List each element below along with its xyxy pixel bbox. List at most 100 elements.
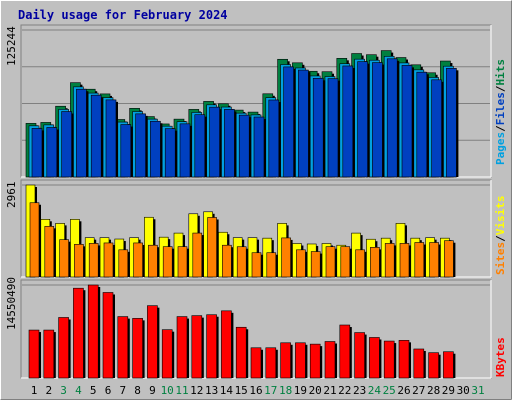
x-tick-label-5: 5 (90, 384, 97, 397)
bar-sites-2 (44, 226, 55, 278)
bar-pages-25 (386, 58, 398, 178)
legend-part: / (494, 85, 507, 92)
y-max-label-visits: 2961 (5, 182, 18, 209)
bar-sites-19 (296, 249, 306, 278)
x-tick-label-4: 4 (75, 384, 82, 397)
x-tick-label-15: 15 (235, 384, 248, 397)
x-tick-label-10: 10 (161, 384, 174, 397)
legend-part: Files (494, 92, 507, 125)
bar-kbytes-25 (383, 340, 395, 379)
legend-part: KBytes (494, 337, 507, 377)
bar-kbytes-24 (369, 337, 380, 379)
x-tick-label-27: 27 (412, 384, 425, 397)
bar-sites-26 (399, 243, 410, 278)
bar-kbytes-21 (324, 341, 336, 379)
bar-pages-24 (372, 62, 383, 178)
x-tick-label-30: 30 (457, 384, 470, 397)
bar-pages-8 (135, 113, 146, 178)
bar-kbytes-6 (102, 292, 114, 379)
bar-kbytes-8 (132, 318, 143, 379)
bar-pages-2 (46, 127, 58, 178)
bar-kbytes-4 (73, 287, 84, 379)
legend-part: Hits (494, 59, 507, 86)
bar-pages-6 (105, 99, 117, 178)
bar-kbytes-16 (250, 347, 262, 379)
bar-sites-24 (370, 247, 380, 278)
bar-pages-20 (312, 77, 324, 178)
bar-pages-26 (401, 65, 413, 178)
x-tick-label-18: 18 (279, 384, 292, 397)
panel-visits (20, 179, 492, 278)
bar-kbytes-14 (221, 310, 232, 379)
x-tick-label-22: 22 (338, 384, 351, 397)
bar-sites-17 (266, 252, 277, 278)
bar-sites-25 (384, 243, 395, 278)
x-tick-label-11: 11 (175, 384, 188, 397)
bar-kbytes-20 (309, 343, 321, 379)
bar-pages-4 (76, 88, 87, 178)
x-tick-label-2: 2 (45, 384, 52, 397)
bar-kbytes-17 (265, 347, 277, 379)
legend-part: / (494, 235, 507, 242)
bar-sites-21 (325, 246, 336, 278)
bar-kbytes-7 (117, 316, 129, 379)
bar-kbytes-27 (413, 348, 425, 379)
x-tick-label-26: 26 (397, 384, 410, 397)
chart-title: Daily usage for February 2024 (18, 8, 228, 22)
bar-sites-13 (207, 217, 217, 278)
bar-sites-20 (310, 251, 321, 278)
bar-kbytes-15 (235, 326, 247, 379)
x-tick-label-28: 28 (427, 384, 440, 397)
x-tick-label-24: 24 (368, 384, 382, 397)
bar-pages-5 (90, 94, 102, 178)
bar-sites-4 (74, 244, 84, 278)
bar-kbytes-28 (428, 352, 439, 379)
bar-pages-10 (164, 128, 176, 178)
x-tick-label-29: 29 (442, 384, 455, 397)
x-tick-label-1: 1 (31, 384, 38, 397)
x-tick-label-17: 17 (264, 384, 277, 397)
bar-pages-7 (120, 124, 132, 178)
bar-kbytes-11 (176, 316, 188, 379)
bar-pages-12 (194, 114, 206, 178)
x-tick-label-25: 25 (383, 384, 396, 397)
x-tick-label-12: 12 (190, 384, 203, 397)
bar-sites-23 (355, 249, 365, 278)
legend-sites-visits: Sites/Visits (494, 196, 507, 276)
legend-part: Sites (494, 242, 507, 275)
x-tick-label-19: 19 (294, 384, 307, 397)
bar-sites-22 (340, 246, 351, 278)
legend-part: / (494, 125, 507, 132)
bar-kbytes-19 (295, 342, 306, 379)
bar-pages-23 (357, 61, 368, 178)
bar-sites-27 (414, 242, 425, 278)
bar-pages-28 (431, 79, 442, 178)
x-tick-label-6: 6 (105, 384, 112, 397)
bar-kbytes-13 (206, 314, 217, 379)
y-max-label-hits: 125244 (5, 26, 18, 66)
bar-sites-16 (251, 252, 262, 278)
bar-kbytes-29 (443, 351, 454, 379)
bar-pages-18 (283, 66, 294, 178)
bar-pages-9 (150, 120, 161, 178)
bar-pages-17 (268, 99, 280, 178)
legend-pages-files-hits: Pages/Files/Hits (494, 59, 507, 165)
bar-pages-15 (238, 114, 250, 178)
x-axis-labels: 1 2 3 4 5 6 7 8 9 10 11 12 13 14 15 16 17 18 19 20 21 22 23 24 2… (31, 384, 485, 397)
legend-part: Pages (494, 132, 507, 165)
x-tick-label-7: 7 (119, 384, 126, 397)
bar-sites-6 (103, 242, 114, 278)
bar-sites-29 (444, 240, 454, 278)
x-tick-label-3: 3 (60, 384, 67, 397)
y-max-label-kbytes: 14550490 (5, 277, 18, 330)
bar-pages-22 (342, 65, 354, 178)
bar-kbytes-1 (28, 329, 40, 379)
bar-sites-28 (429, 242, 439, 278)
bar-sites-9 (148, 244, 158, 278)
x-tick-label-20: 20 (309, 384, 322, 397)
bar-kbytes-5 (87, 284, 99, 379)
panel-hits (20, 24, 492, 178)
bar-sites-15 (236, 246, 247, 278)
x-tick-label-13: 13 (205, 384, 218, 397)
